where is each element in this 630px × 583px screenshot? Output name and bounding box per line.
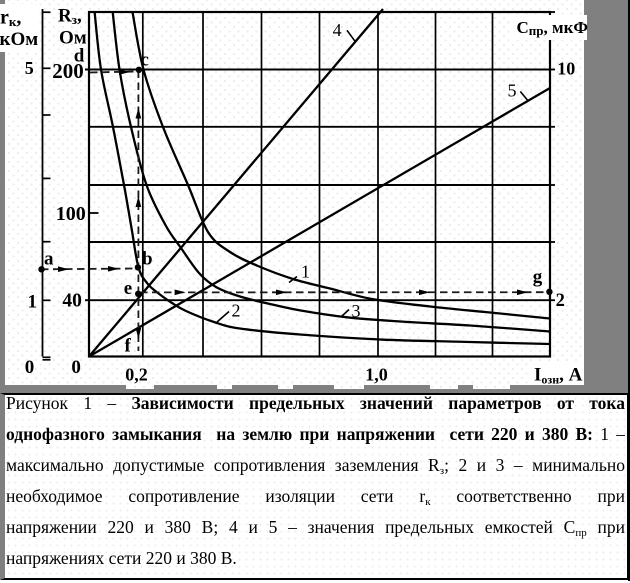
svg-text:Rз,: Rз,	[58, 6, 82, 28]
svg-text:0,2: 0,2	[125, 364, 148, 384]
svg-text:200: 200	[52, 59, 84, 83]
svg-text:1: 1	[301, 262, 310, 282]
svg-text:2: 2	[232, 301, 241, 321]
svg-text:Спр, мкФ: Спр, мкФ	[517, 18, 589, 38]
svg-text:4: 4	[333, 20, 342, 40]
svg-text:100: 100	[56, 203, 86, 225]
svg-text:40: 40	[62, 291, 82, 312]
svg-text:3: 3	[352, 301, 361, 321]
svg-text:Ом: Ом	[59, 27, 87, 48]
svg-text:5: 5	[508, 81, 517, 101]
svg-text:Iозн, А: Iозн, А	[534, 365, 583, 387]
svg-text:g: g	[533, 267, 543, 288]
svg-text:a: a	[44, 249, 54, 270]
svg-text:f: f	[125, 336, 132, 357]
svg-text:rк,: rк,	[0, 7, 21, 30]
svg-text:0: 0	[71, 357, 81, 378]
svg-text:0: 0	[25, 357, 35, 378]
svg-text:b: b	[142, 249, 153, 270]
svg-text:2: 2	[556, 291, 565, 311]
svg-text:5: 5	[25, 58, 34, 78]
svg-text:1: 1	[28, 291, 38, 312]
svg-text:10: 10	[557, 59, 575, 79]
svg-text:c: c	[140, 49, 148, 70]
svg-text:кОм: кОм	[0, 29, 38, 50]
svg-text:d: d	[74, 46, 85, 67]
svg-text:1,0: 1,0	[365, 364, 388, 384]
svg-text:e: e	[124, 278, 132, 299]
